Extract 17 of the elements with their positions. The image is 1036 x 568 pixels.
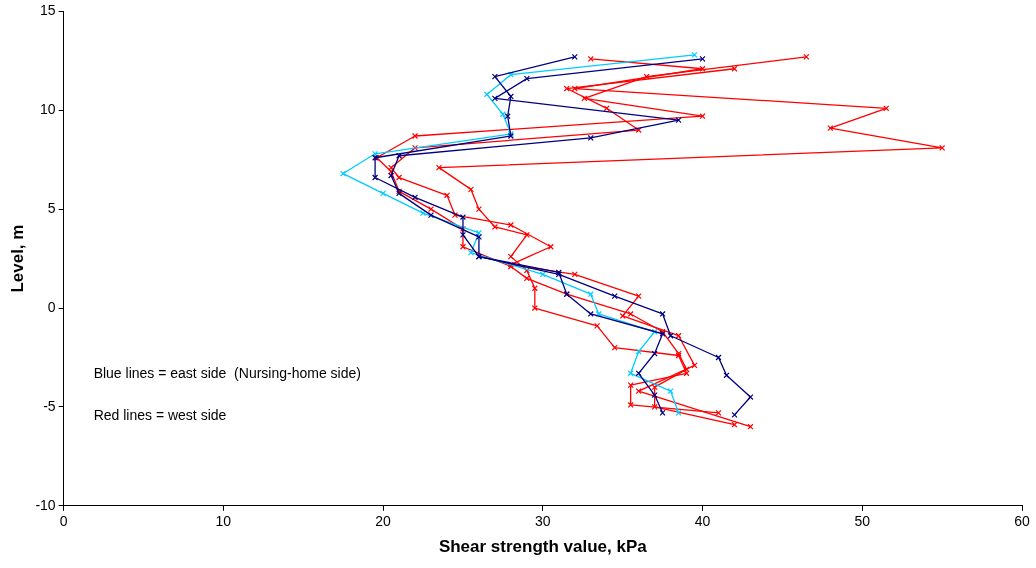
y-tick-label: -10 [35,496,56,513]
y-tick-label: -5 [43,397,56,414]
x-tick-label: 10 [215,513,232,530]
y-tick-label: 10 [40,101,56,118]
y-tick-label: 15 [40,2,56,19]
x-tick-label: 30 [535,513,551,530]
y-tick-label: 0 [47,298,56,315]
x-tick-label: 20 [375,513,392,530]
x-tick-label: 60 [1014,513,1030,530]
x-tick-label: 40 [694,513,711,530]
y-axis-title: Level, m [7,224,27,293]
x-tick-label: 0 [59,513,68,530]
y-tick-label: 5 [47,200,56,217]
x-axis-title: Shear strength value, kPa [438,537,648,557]
x-tick-label: 50 [854,513,871,530]
annotation: Blue lines = east side (Nursing-home side) [93,365,361,382]
annotation: Red lines = west side [93,407,227,424]
